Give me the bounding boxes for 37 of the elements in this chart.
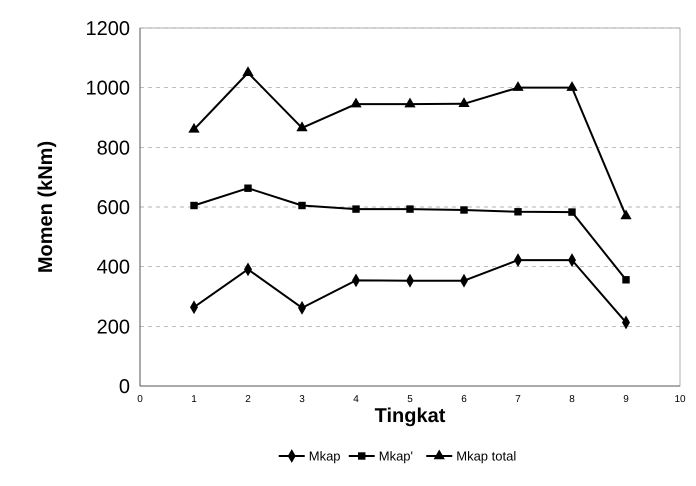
y-tick-label: 800 <box>96 137 130 160</box>
x-tick-label: 7 <box>515 394 522 405</box>
point <box>296 121 308 132</box>
point <box>512 81 524 91</box>
x-tick-label: 1 <box>191 394 198 405</box>
x-tick-label: 3 <box>299 394 306 405</box>
point <box>242 66 254 76</box>
y-tick-label: 1000 <box>86 78 130 100</box>
point <box>188 122 200 133</box>
x-tick-label: 8 <box>569 394 576 405</box>
y-tick-label: 600 <box>96 197 130 219</box>
x-axis-title: Tingkat <box>374 405 446 427</box>
y-tick-label: 400 <box>96 256 130 279</box>
y-axis-title: Momen (kNm) <box>35 140 57 274</box>
legend-label: Mkap' <box>378 448 414 464</box>
point <box>458 97 470 108</box>
x-tick-label: 4 <box>353 394 360 405</box>
x-tick-label: 0 <box>137 394 144 405</box>
point <box>622 276 630 284</box>
point <box>566 81 578 91</box>
x-tick-label: 6 <box>461 394 468 405</box>
point <box>352 205 360 213</box>
point <box>404 98 416 108</box>
legend-label: Mkap <box>308 448 341 464</box>
point <box>514 208 522 216</box>
y-tick-label: 200 <box>96 316 130 338</box>
point <box>568 208 576 216</box>
x-tick-label: 5 <box>407 394 414 405</box>
legend-label: Mkap total <box>456 448 516 464</box>
point <box>350 98 362 108</box>
x-tick-label: 2 <box>245 394 252 405</box>
x-tick-label: 10 <box>674 394 686 405</box>
point <box>406 205 414 213</box>
point <box>620 209 632 220</box>
point <box>244 184 252 192</box>
y-tick-label: 1200 <box>86 18 130 40</box>
x-tick-label: 9 <box>623 394 630 405</box>
